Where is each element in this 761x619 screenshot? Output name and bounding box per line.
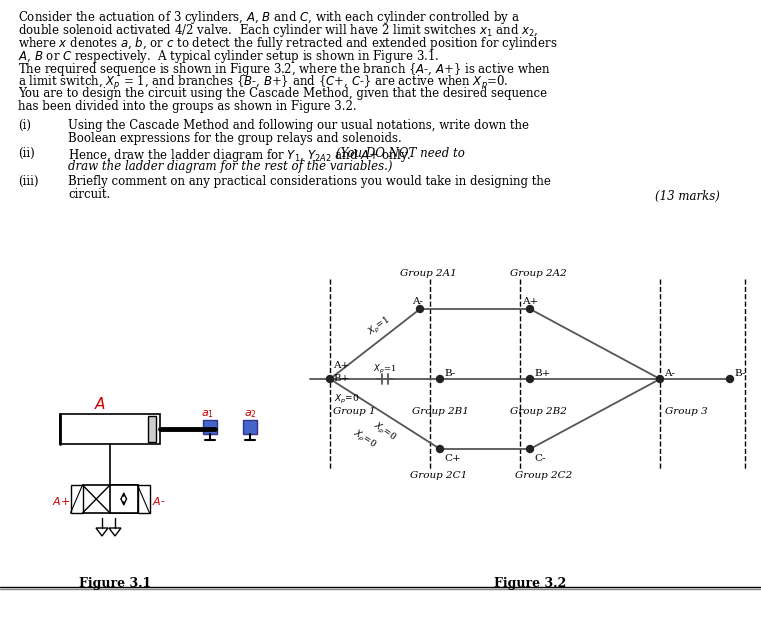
Text: $a_2$: $a_2$ bbox=[244, 408, 256, 420]
Text: (ii): (ii) bbox=[18, 147, 35, 160]
Text: A-: A- bbox=[664, 369, 675, 378]
FancyBboxPatch shape bbox=[243, 420, 257, 434]
Circle shape bbox=[527, 446, 533, 452]
Polygon shape bbox=[109, 528, 121, 536]
Text: Using the Cascade Method and following our usual notations, write down the: Using the Cascade Method and following o… bbox=[68, 119, 529, 132]
Text: Group 2C2: Group 2C2 bbox=[515, 471, 572, 480]
Text: $A$-: $A$- bbox=[151, 495, 165, 507]
Text: You are to design the circuit using the Cascade Method, given that the desired s: You are to design the circuit using the … bbox=[18, 87, 547, 100]
Text: draw the ladder diagram for the rest of the variables.): draw the ladder diagram for the rest of … bbox=[68, 160, 393, 173]
Text: $X_p$=1: $X_p$=1 bbox=[374, 363, 396, 376]
Circle shape bbox=[527, 306, 533, 313]
Circle shape bbox=[437, 376, 444, 383]
Text: $A$, $B$ or $C$ respectively.  A typical cylinder setup is shown in Figure 3.1.: $A$, $B$ or $C$ respectively. A typical … bbox=[18, 48, 439, 65]
Text: $X_p$=1: $X_p$=1 bbox=[365, 314, 393, 339]
Text: B-: B- bbox=[734, 369, 745, 378]
Bar bbox=[138, 485, 149, 513]
Text: Group 1: Group 1 bbox=[333, 407, 376, 416]
Text: Figure 3.1: Figure 3.1 bbox=[79, 577, 151, 590]
Polygon shape bbox=[96, 528, 108, 536]
Bar bbox=[82, 485, 138, 513]
Text: B+: B+ bbox=[534, 369, 550, 378]
Text: $a_1$: $a_1$ bbox=[202, 408, 215, 420]
Circle shape bbox=[416, 306, 424, 313]
Text: Hence, draw the ladder diagram for $Y_1$, $Y_{2A2}$ and $A$+ only.: Hence, draw the ladder diagram for $Y_1$… bbox=[68, 147, 412, 164]
Text: (13 marks): (13 marks) bbox=[655, 190, 720, 203]
Text: (You DO NOT need to: (You DO NOT need to bbox=[336, 147, 465, 160]
Text: a limit switch, $X_p$ = 1, and branches {$B$-, $B$+} and {$C$+, $C$-} are active: a limit switch, $X_p$ = 1, and branches … bbox=[18, 74, 508, 92]
Text: C-: C- bbox=[534, 454, 546, 463]
Text: Group 3: Group 3 bbox=[665, 407, 708, 416]
Circle shape bbox=[437, 446, 444, 452]
Text: A-: A- bbox=[412, 297, 423, 306]
Text: $X_p$=0: $X_p$=0 bbox=[334, 393, 359, 406]
Bar bbox=[110, 485, 138, 513]
Text: where $x$ denotes $a$, $b$, or $c$ to detect the fully retracted and extended po: where $x$ denotes $a$, $b$, or $c$ to de… bbox=[18, 35, 558, 52]
Text: Group 2C1: Group 2C1 bbox=[410, 471, 467, 480]
Text: Group 2B1: Group 2B1 bbox=[412, 407, 469, 416]
Text: (i): (i) bbox=[18, 119, 31, 132]
FancyBboxPatch shape bbox=[203, 420, 217, 434]
Text: Boolean expressions for the group relays and solenoids.: Boolean expressions for the group relays… bbox=[68, 132, 402, 145]
Bar bbox=[148, 416, 156, 442]
Text: Briefly comment on any practical considerations you would take in designing the: Briefly comment on any practical conside… bbox=[68, 175, 551, 188]
Text: Consider the actuation of 3 cylinders, $A$, $B$ and $C$, with each cylinder cont: Consider the actuation of 3 cylinders, $… bbox=[18, 9, 520, 26]
Text: The required sequence is shown in Figure 3.2, where the branch {$A$-, $A$+} is a: The required sequence is shown in Figure… bbox=[18, 61, 551, 78]
Text: A+: A+ bbox=[522, 297, 538, 306]
Text: has been divided into the groups as shown in Figure 3.2.: has been divided into the groups as show… bbox=[18, 100, 357, 113]
Text: Group 2B2: Group 2B2 bbox=[510, 407, 567, 416]
Text: (iii): (iii) bbox=[18, 175, 39, 188]
Text: C+: C+ bbox=[444, 454, 460, 463]
Circle shape bbox=[657, 376, 664, 383]
Text: Group 2A1: Group 2A1 bbox=[400, 269, 457, 278]
Bar bbox=[71, 485, 82, 513]
Text: Figure 3.2: Figure 3.2 bbox=[494, 577, 566, 590]
Text: A+: A+ bbox=[333, 361, 349, 370]
Text: Group 2A2: Group 2A2 bbox=[510, 269, 567, 278]
Text: double solenoid activated 4/2 valve.  Each cylinder will have 2 limit switches $: double solenoid activated 4/2 valve. Eac… bbox=[18, 22, 539, 39]
Text: $A$+: $A$+ bbox=[53, 495, 71, 507]
Circle shape bbox=[727, 376, 734, 383]
Circle shape bbox=[527, 376, 533, 383]
Text: $X_p$=0: $X_p$=0 bbox=[370, 419, 399, 444]
Text: B+: B+ bbox=[333, 374, 349, 383]
Bar bbox=[60, 414, 160, 444]
Text: B-: B- bbox=[444, 369, 455, 378]
Text: $A$: $A$ bbox=[94, 396, 106, 412]
Circle shape bbox=[326, 376, 333, 383]
Text: circuit.: circuit. bbox=[68, 188, 110, 201]
Text: $X_p$=0: $X_p$=0 bbox=[350, 427, 378, 452]
